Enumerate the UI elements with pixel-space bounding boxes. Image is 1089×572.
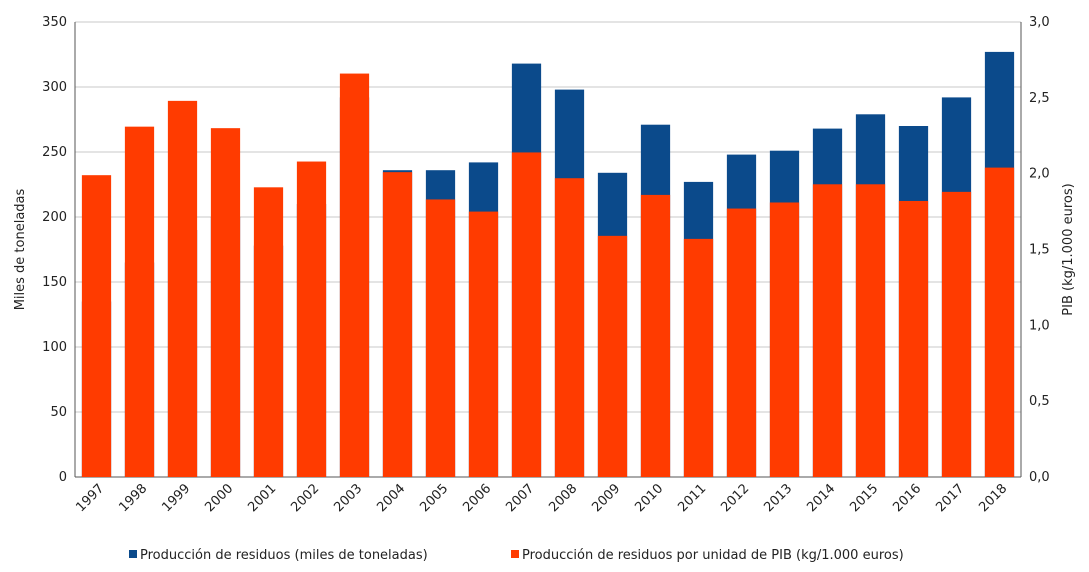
x-tick-label: 2002 [288, 481, 322, 515]
bar-residuos-pib [210, 128, 241, 477]
x-tick-label: 2000 [202, 481, 236, 515]
y-tick-label: 200 [42, 210, 67, 225]
bar-residuos-pib [339, 73, 370, 478]
x-tick-label: 1999 [159, 481, 193, 515]
y2-tick-label: 1,0 [1029, 318, 1050, 333]
bar-residuos-pib [984, 167, 1015, 477]
bar-residuos-pib [253, 187, 284, 478]
bar-residuos-pib [855, 184, 886, 478]
y2-tick-label: 0,0 [1029, 470, 1050, 485]
x-tick-label: 2018 [976, 481, 1010, 515]
bar-residuos-pib [812, 184, 843, 478]
bar-residuos-pib [898, 200, 929, 477]
x-tick-label: 2010 [632, 481, 666, 515]
x-tick-label: 2016 [890, 481, 924, 515]
bar-residuos-pib [296, 161, 327, 478]
x-tick-label: 1997 [73, 481, 107, 515]
x-tick-label: 1998 [116, 481, 150, 515]
y2-tick-label: 2,5 [1029, 91, 1050, 106]
x-tick-label: 2001 [245, 481, 279, 515]
x-tick-label: 2012 [718, 481, 752, 515]
bar-residuos-pib [167, 100, 198, 477]
y-tick-label: 50 [50, 405, 67, 420]
y-tick-label: 300 [42, 80, 67, 95]
x-tick-label: 2003 [331, 481, 365, 515]
x-tick-label: 2017 [933, 481, 967, 515]
y-tick-label: 350 [42, 15, 67, 30]
bar-residuos-pib [726, 208, 757, 478]
x-tick-label: 2005 [417, 481, 451, 515]
x-tick-label: 2014 [804, 481, 838, 515]
bar-residuos-pib [769, 202, 800, 477]
y-axis-title: Miles de toneladas [13, 188, 28, 310]
x-tick-label: 2015 [847, 481, 881, 515]
bar-residuos-pib [640, 194, 671, 477]
x-tick-label: 2008 [546, 481, 580, 515]
x-tick-label: 2009 [589, 481, 623, 515]
y2-tick-label: 0,5 [1029, 394, 1050, 409]
legend-swatch-residuos [129, 550, 137, 558]
y2-tick-label: 2,0 [1029, 167, 1050, 182]
legend-swatch-residuos-pib [511, 550, 519, 558]
bar-residuos-pib [941, 191, 972, 477]
bar-residuos-pib [425, 199, 456, 477]
bar-residuos-pib [597, 235, 628, 477]
bar-residuos-pib [382, 172, 413, 477]
y2-tick-label: 1,5 [1029, 243, 1050, 258]
x-tick-label: 2011 [675, 481, 709, 515]
y-tick-label: 250 [42, 145, 67, 160]
y-tick-label: 100 [42, 340, 67, 355]
x-tick-label: 2006 [460, 481, 494, 515]
x-tick-label: 2007 [503, 481, 537, 515]
bar-residuos-pib [124, 126, 155, 478]
legend-label-residuos: Producción de residuos (miles de tonelad… [140, 548, 428, 563]
y2-tick-label: 3,0 [1029, 15, 1050, 30]
bar-residuos-pib [81, 175, 112, 477]
bar-residuos-pib [683, 238, 714, 477]
y2-axis-title: PIB (kg/1.000 euros) [1061, 183, 1076, 315]
bar-residuos-pib [554, 178, 585, 477]
y-tick-label: 0 [59, 470, 67, 485]
x-tick-label: 2004 [374, 481, 408, 515]
x-tick-label: 2013 [761, 481, 795, 515]
bar-residuos-pib [468, 211, 499, 478]
legend-label-residuos-pib: Producción de residuos por unidad de PIB… [522, 548, 904, 563]
y-tick-label: 150 [42, 275, 67, 290]
bar-residuos-pib [511, 152, 542, 477]
